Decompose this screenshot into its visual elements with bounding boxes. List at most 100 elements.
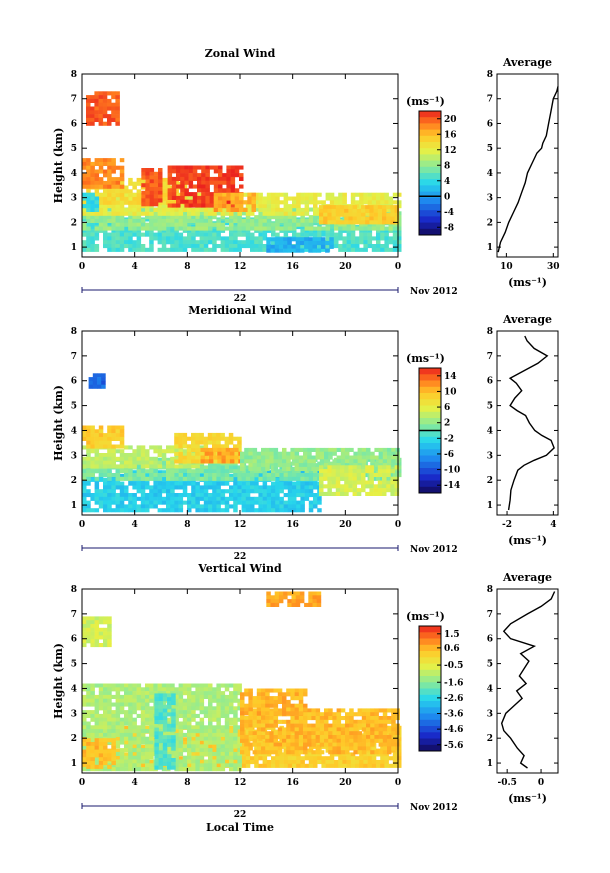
heatmap-cell bbox=[299, 248, 305, 253]
heatmap-cell bbox=[161, 232, 167, 237]
heatmap-cell bbox=[241, 222, 247, 227]
profile-y-tick-label: 6 bbox=[487, 119, 493, 129]
heatmap-cell bbox=[212, 756, 217, 761]
heatmap-cell bbox=[238, 204, 244, 209]
heatmap-cell bbox=[205, 199, 210, 204]
heatmap-cell bbox=[300, 489, 305, 494]
heatmap-cell bbox=[237, 240, 242, 245]
heatmap-cell bbox=[103, 464, 108, 469]
heatmap-cell bbox=[266, 192, 272, 197]
heatmap-cell bbox=[201, 184, 206, 189]
date-label: 22 bbox=[234, 294, 247, 304]
heatmap-cell bbox=[258, 752, 263, 757]
heatmap-cell bbox=[161, 222, 167, 227]
heatmap-cell bbox=[233, 748, 238, 753]
heatmap-cell bbox=[90, 444, 95, 449]
heatmap-cell bbox=[359, 763, 364, 768]
heatmap-cell bbox=[387, 463, 392, 468]
heatmap-cell bbox=[390, 205, 395, 210]
heatmap-cell bbox=[224, 440, 230, 445]
heatmap-cell bbox=[187, 469, 192, 474]
heatmap-cell bbox=[287, 226, 293, 231]
heatmap-cell bbox=[390, 208, 395, 213]
heatmap-cell bbox=[300, 211, 305, 216]
heatmap-cell bbox=[234, 192, 240, 197]
heatmap-cell bbox=[340, 220, 345, 225]
heatmap-cell bbox=[174, 240, 179, 245]
heatmap-cell bbox=[98, 196, 104, 201]
heatmap-cell bbox=[226, 173, 231, 178]
heatmap-cell bbox=[153, 183, 159, 188]
heatmap-cell bbox=[344, 220, 349, 225]
heatmap-cell bbox=[145, 683, 150, 688]
heatmap-cell bbox=[348, 480, 353, 485]
heatmap-cell bbox=[319, 476, 324, 481]
heatmap-cell bbox=[195, 473, 200, 478]
x-tick-label: 12 bbox=[234, 262, 247, 272]
heatmap-cell bbox=[349, 447, 354, 452]
heatmap-cell bbox=[292, 457, 297, 462]
heatmap-cell bbox=[384, 760, 389, 765]
heatmap-cell bbox=[119, 240, 125, 245]
heatmap-cell bbox=[329, 763, 335, 768]
heatmap-cell bbox=[111, 236, 116, 241]
heatmap-cell bbox=[132, 473, 137, 478]
heatmap-cell bbox=[237, 226, 242, 231]
heatmap-cell bbox=[300, 493, 305, 498]
heatmap-cell bbox=[201, 192, 206, 197]
heatmap-cell bbox=[178, 500, 184, 505]
heatmap-cell bbox=[174, 508, 179, 513]
heatmap-cell bbox=[394, 212, 400, 217]
heatmap-cell bbox=[258, 200, 263, 205]
heatmap-cell bbox=[376, 244, 381, 249]
x-tick-label: 20 bbox=[339, 520, 352, 530]
heatmap-cell bbox=[182, 500, 188, 505]
heatmap-cell bbox=[233, 444, 238, 449]
heatmap-cell bbox=[145, 755, 150, 760]
heatmap-cell bbox=[98, 429, 104, 434]
heatmap-cell bbox=[145, 222, 150, 227]
heatmap-cell bbox=[102, 106, 108, 111]
heatmap-cell bbox=[391, 455, 396, 460]
heatmap-cell bbox=[271, 226, 276, 231]
heatmap-cell bbox=[94, 236, 100, 241]
heatmap-cell bbox=[308, 763, 314, 768]
heatmap-cell bbox=[224, 489, 230, 494]
heatmap-cell bbox=[327, 480, 332, 485]
heatmap-cell bbox=[140, 732, 146, 737]
heatmap-cell bbox=[107, 429, 112, 434]
heatmap-cell bbox=[234, 200, 240, 205]
heatmap-cell bbox=[313, 473, 318, 478]
heatmap-cell bbox=[209, 199, 215, 204]
heatmap-cell bbox=[327, 212, 332, 217]
heatmap-cell bbox=[171, 165, 177, 170]
heatmap-cell bbox=[244, 451, 249, 456]
heatmap-cell bbox=[367, 196, 373, 201]
heatmap-cell bbox=[167, 188, 173, 193]
heatmap-cell bbox=[346, 228, 352, 233]
heatmap-cell bbox=[292, 200, 297, 205]
heatmap-cell bbox=[250, 226, 255, 231]
heatmap-cell bbox=[252, 455, 258, 460]
heatmap-cell bbox=[115, 117, 120, 122]
heatmap-cell bbox=[348, 476, 353, 481]
heatmap-cell bbox=[292, 493, 297, 498]
heatmap-cell bbox=[308, 215, 314, 220]
heatmap-cell bbox=[111, 244, 116, 249]
heatmap-cell bbox=[350, 244, 356, 249]
heatmap-cell bbox=[90, 698, 95, 703]
heatmap-cell bbox=[303, 455, 308, 460]
heatmap-cell bbox=[348, 484, 353, 489]
heatmap-cell bbox=[391, 451, 396, 456]
heatmap-cell bbox=[158, 179, 163, 184]
heatmap-cell bbox=[313, 493, 318, 498]
heatmap-cell bbox=[359, 240, 364, 245]
profile-x-tick-label: -2 bbox=[502, 520, 512, 530]
heatmap-cell bbox=[217, 192, 223, 197]
heatmap-cell bbox=[88, 377, 94, 382]
heatmap-cell bbox=[340, 488, 345, 493]
heatmap-cell bbox=[140, 232, 146, 237]
heatmap-cell bbox=[233, 481, 238, 486]
heatmap-cell bbox=[388, 763, 394, 768]
heatmap-cell bbox=[321, 461, 326, 466]
